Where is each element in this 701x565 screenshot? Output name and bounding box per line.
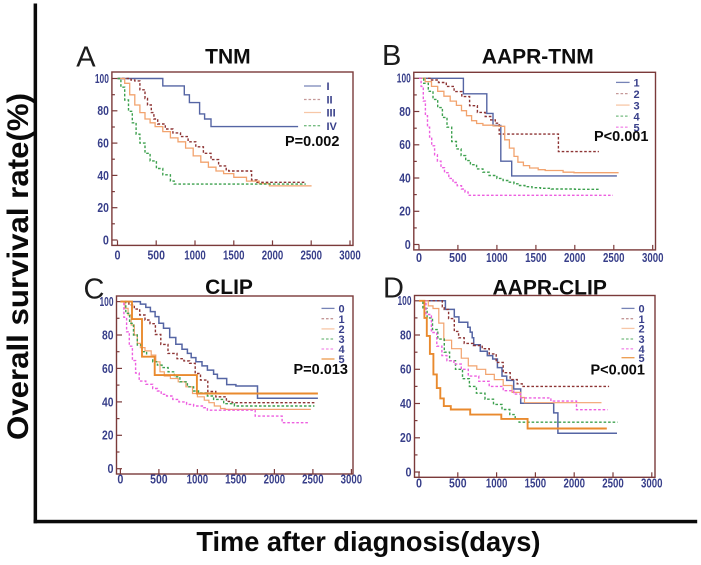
svg-text:2000: 2000 [563, 476, 585, 491]
svg-text:500: 500 [449, 476, 467, 491]
svg-text:20: 20 [399, 204, 411, 219]
svg-text:0: 0 [406, 464, 412, 479]
svg-text:2500: 2500 [602, 476, 624, 491]
svg-text:AAPR-TNM: AAPR-TNM [482, 46, 594, 69]
svg-text:1: 1 [639, 314, 645, 326]
svg-text:3: 3 [639, 334, 645, 346]
svg-text:0: 0 [639, 304, 645, 316]
svg-text:60: 60 [400, 362, 412, 377]
svg-text:I: I [327, 81, 330, 93]
svg-text:2000: 2000 [264, 471, 286, 486]
svg-text:5: 5 [339, 354, 345, 366]
svg-text:0: 0 [115, 248, 121, 263]
svg-text:3: 3 [339, 334, 345, 346]
svg-text:1500: 1500 [223, 248, 245, 263]
svg-text:P<0.001: P<0.001 [591, 363, 645, 379]
svg-text:4: 4 [339, 344, 346, 356]
svg-text:2000: 2000 [262, 248, 284, 263]
svg-text:2500: 2500 [300, 248, 322, 263]
svg-text:80: 80 [400, 327, 412, 342]
svg-text:60: 60 [97, 136, 109, 151]
svg-text:80: 80 [399, 104, 411, 119]
svg-text:40: 40 [399, 170, 411, 185]
svg-text:Overall survival rate(%): Overall survival rate(%) [2, 93, 35, 440]
svg-text:5: 5 [639, 353, 645, 365]
svg-text:500: 500 [150, 471, 168, 486]
svg-text:2500: 2500 [302, 471, 324, 486]
svg-text:0: 0 [339, 304, 345, 316]
svg-text:40: 40 [400, 396, 412, 411]
svg-text:1000: 1000 [486, 476, 508, 491]
svg-text:P=0.013: P=0.013 [294, 362, 348, 378]
svg-text:0: 0 [117, 471, 123, 486]
svg-text:20: 20 [102, 428, 114, 443]
svg-text:III: III [327, 108, 336, 120]
svg-text:TNM: TNM [205, 45, 251, 68]
svg-text:1: 1 [634, 78, 640, 90]
svg-text:60: 60 [399, 137, 411, 152]
svg-text:0: 0 [405, 237, 411, 252]
svg-text:3000: 3000 [642, 250, 664, 265]
svg-text:0: 0 [108, 461, 114, 476]
svg-text:P=0.002: P=0.002 [285, 134, 339, 150]
svg-text:20: 20 [97, 200, 109, 215]
svg-text:2: 2 [639, 324, 645, 336]
svg-text:80: 80 [97, 103, 109, 118]
svg-text:60: 60 [102, 361, 114, 376]
svg-text:3000: 3000 [339, 248, 361, 263]
svg-text:100: 100 [398, 293, 412, 308]
svg-text:B: B [382, 40, 401, 72]
svg-text:1000: 1000 [184, 248, 206, 263]
svg-text:IV: IV [327, 121, 338, 133]
svg-text:2500: 2500 [603, 250, 625, 265]
svg-text:CLIP: CLIP [205, 276, 253, 299]
svg-text:2000: 2000 [564, 250, 586, 265]
svg-text:P<0.001: P<0.001 [594, 129, 648, 145]
svg-text:20: 20 [400, 430, 412, 445]
svg-text:A: A [76, 41, 96, 73]
svg-text:100: 100 [100, 294, 114, 309]
svg-text:1000: 1000 [486, 250, 508, 265]
svg-text:1500: 1500 [525, 250, 547, 265]
svg-text:0: 0 [416, 250, 422, 265]
svg-text:1: 1 [339, 314, 345, 326]
svg-text:500: 500 [449, 250, 467, 265]
svg-text:C: C [84, 274, 105, 306]
svg-text:4: 4 [639, 344, 646, 356]
svg-text:1500: 1500 [525, 476, 547, 491]
svg-text:100: 100 [397, 71, 411, 86]
svg-text:1000: 1000 [187, 471, 209, 486]
svg-text:3000: 3000 [641, 476, 663, 491]
svg-text:Time after diagnosis(days): Time after diagnosis(days) [196, 526, 540, 557]
svg-text:3000: 3000 [341, 471, 363, 486]
svg-text:2: 2 [634, 89, 640, 101]
svg-text:100: 100 [95, 71, 109, 86]
svg-text:D: D [383, 272, 404, 304]
svg-text:500: 500 [147, 248, 165, 263]
svg-text:4: 4 [634, 111, 641, 123]
svg-text:0: 0 [416, 476, 422, 491]
svg-text:5: 5 [634, 122, 640, 134]
svg-text:40: 40 [97, 168, 109, 183]
svg-text:80: 80 [102, 327, 114, 342]
svg-text:2: 2 [339, 324, 345, 336]
svg-text:40: 40 [102, 394, 114, 409]
svg-text:0: 0 [103, 232, 109, 247]
svg-text:AAPR-CLIP: AAPR-CLIP [493, 277, 607, 300]
svg-text:1500: 1500 [225, 471, 247, 486]
svg-text:3: 3 [634, 100, 640, 112]
svg-text:II: II [327, 95, 333, 107]
